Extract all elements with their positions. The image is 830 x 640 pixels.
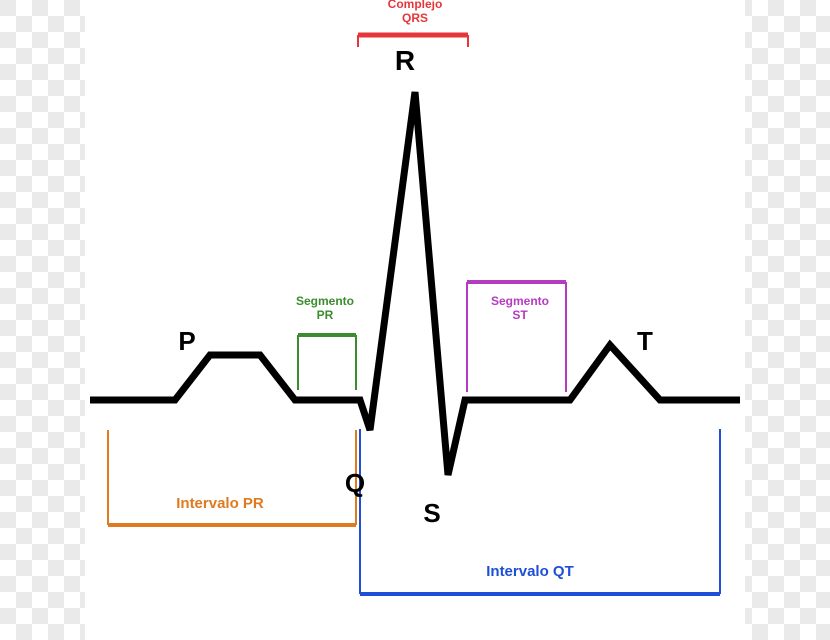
intervalo-qt-label: Intervalo QT bbox=[486, 563, 574, 580]
intervalo-pr-label: Intervalo PR bbox=[176, 495, 264, 512]
wave-label-S: S bbox=[423, 498, 440, 528]
wave-label-P: P bbox=[178, 326, 195, 356]
wave-label-R: R bbox=[395, 45, 415, 76]
wave-label-T: T bbox=[637, 326, 653, 356]
wave-label-Q: Q bbox=[345, 468, 365, 498]
